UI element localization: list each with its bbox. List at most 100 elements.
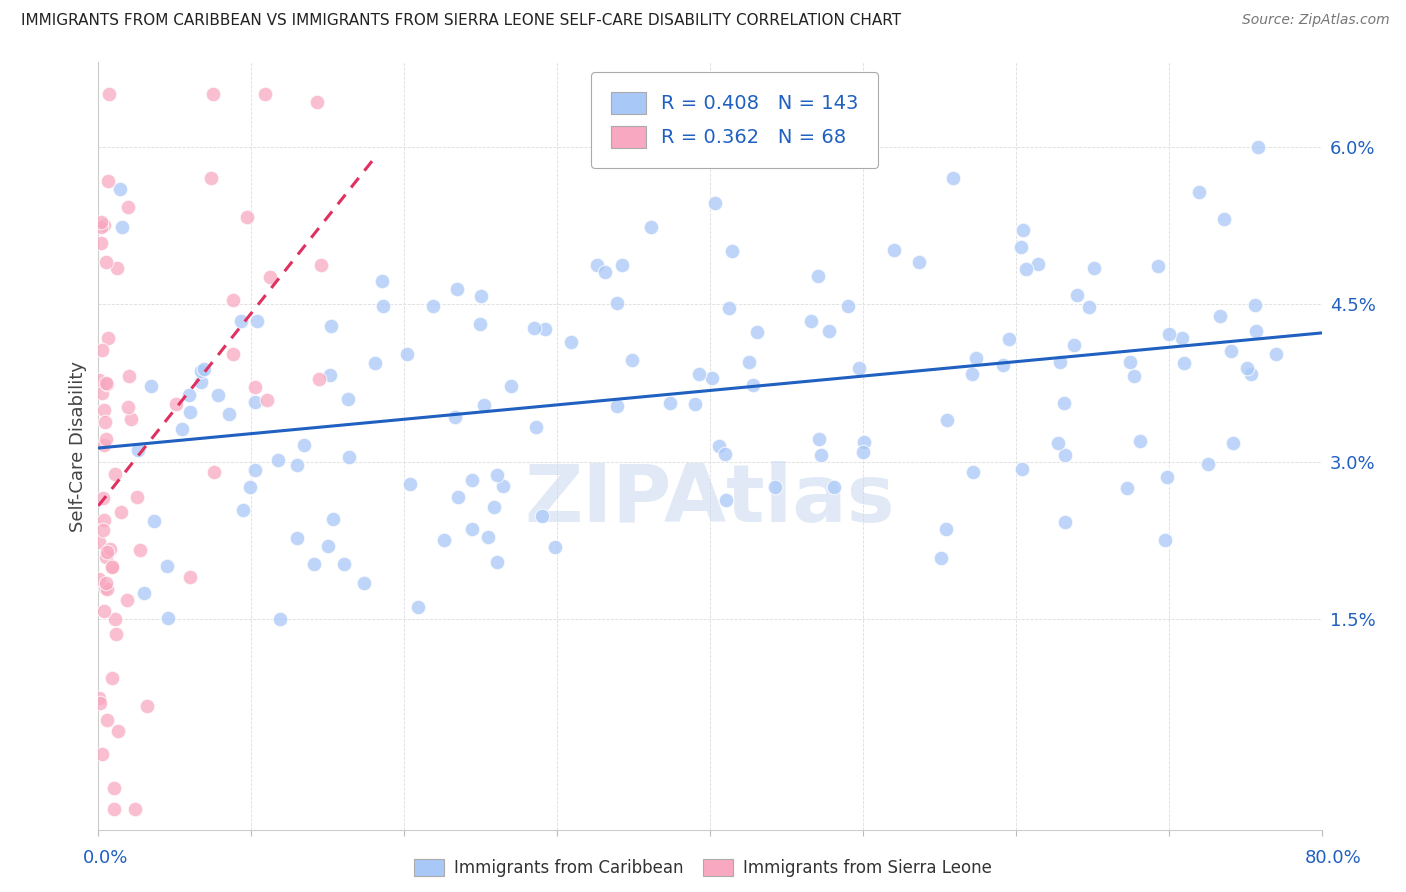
Point xyxy=(267,452,290,467)
Point xyxy=(1236,361,1258,376)
Point xyxy=(523,321,546,335)
Point xyxy=(1239,367,1261,381)
Point xyxy=(201,87,224,101)
Point xyxy=(1264,347,1286,361)
Point xyxy=(269,612,291,626)
Point xyxy=(484,500,506,514)
Point xyxy=(165,396,187,410)
Point xyxy=(1197,457,1219,471)
Point xyxy=(1153,533,1175,548)
Point xyxy=(97,87,120,101)
Point xyxy=(91,523,114,537)
Point xyxy=(246,313,269,327)
Point xyxy=(93,603,115,617)
Y-axis label: Self-Care Disability: Self-Care Disability xyxy=(69,360,87,532)
Point xyxy=(461,522,484,536)
Point xyxy=(222,293,245,307)
Point xyxy=(104,467,127,481)
Point xyxy=(1157,326,1180,341)
Point xyxy=(190,364,212,378)
Point xyxy=(94,415,117,429)
Point xyxy=(89,373,111,387)
Point xyxy=(1053,396,1076,410)
Point xyxy=(447,490,470,504)
Point xyxy=(1244,324,1267,338)
Point xyxy=(807,433,830,447)
Point xyxy=(200,171,222,186)
Point xyxy=(446,282,468,296)
Point xyxy=(96,545,118,559)
Point xyxy=(353,575,375,590)
Point xyxy=(91,747,114,761)
Point xyxy=(747,326,769,340)
Point xyxy=(90,220,112,235)
Point xyxy=(658,395,681,409)
Point xyxy=(316,540,339,554)
Point xyxy=(444,410,467,425)
Point xyxy=(606,399,628,413)
Point xyxy=(157,611,180,625)
Point xyxy=(1012,222,1035,236)
Point xyxy=(108,182,131,196)
Point xyxy=(468,317,491,331)
Point xyxy=(433,533,456,548)
Point xyxy=(304,557,326,571)
Point xyxy=(714,493,737,508)
Point xyxy=(818,324,841,338)
Point xyxy=(763,480,786,494)
Point xyxy=(322,512,344,526)
Point xyxy=(612,258,634,272)
Point xyxy=(422,299,444,313)
Point xyxy=(560,334,582,349)
Point xyxy=(118,368,141,383)
Point xyxy=(823,480,845,494)
Point xyxy=(243,462,266,476)
Point xyxy=(1247,139,1270,153)
Point xyxy=(492,479,515,493)
Point xyxy=(179,405,201,419)
Point xyxy=(236,210,259,224)
Point xyxy=(931,551,953,566)
Point xyxy=(89,535,111,549)
Point xyxy=(337,450,360,464)
Point xyxy=(90,385,112,400)
Point xyxy=(193,362,215,376)
Point xyxy=(117,593,139,607)
Point xyxy=(853,434,876,449)
Point xyxy=(1010,239,1032,253)
Point xyxy=(117,401,139,415)
Point xyxy=(172,422,194,436)
Point xyxy=(132,585,155,599)
Point xyxy=(127,443,149,458)
Point xyxy=(1049,355,1071,369)
Point xyxy=(105,627,128,641)
Point xyxy=(1173,356,1195,370)
Point xyxy=(848,360,870,375)
Point xyxy=(371,274,394,288)
Point xyxy=(94,581,117,595)
Point xyxy=(640,220,662,235)
Point xyxy=(93,218,115,232)
Point xyxy=(98,541,121,556)
Point xyxy=(908,255,931,269)
Text: ZIPAtlas: ZIPAtlas xyxy=(524,460,896,539)
Point xyxy=(1054,516,1077,530)
Point xyxy=(472,398,495,412)
Point xyxy=(620,353,643,368)
Point xyxy=(177,388,200,402)
Point xyxy=(93,437,115,451)
Point xyxy=(477,530,499,544)
Point xyxy=(308,372,330,386)
Point xyxy=(100,671,122,685)
Point xyxy=(179,569,201,583)
Point xyxy=(1156,469,1178,483)
Point xyxy=(1219,344,1241,359)
Point xyxy=(688,367,710,381)
Point xyxy=(1122,368,1144,383)
Point xyxy=(101,559,124,574)
Point xyxy=(738,355,761,369)
Point xyxy=(1209,309,1232,323)
Point xyxy=(1147,259,1170,273)
Point xyxy=(103,780,125,795)
Point xyxy=(1116,482,1139,496)
